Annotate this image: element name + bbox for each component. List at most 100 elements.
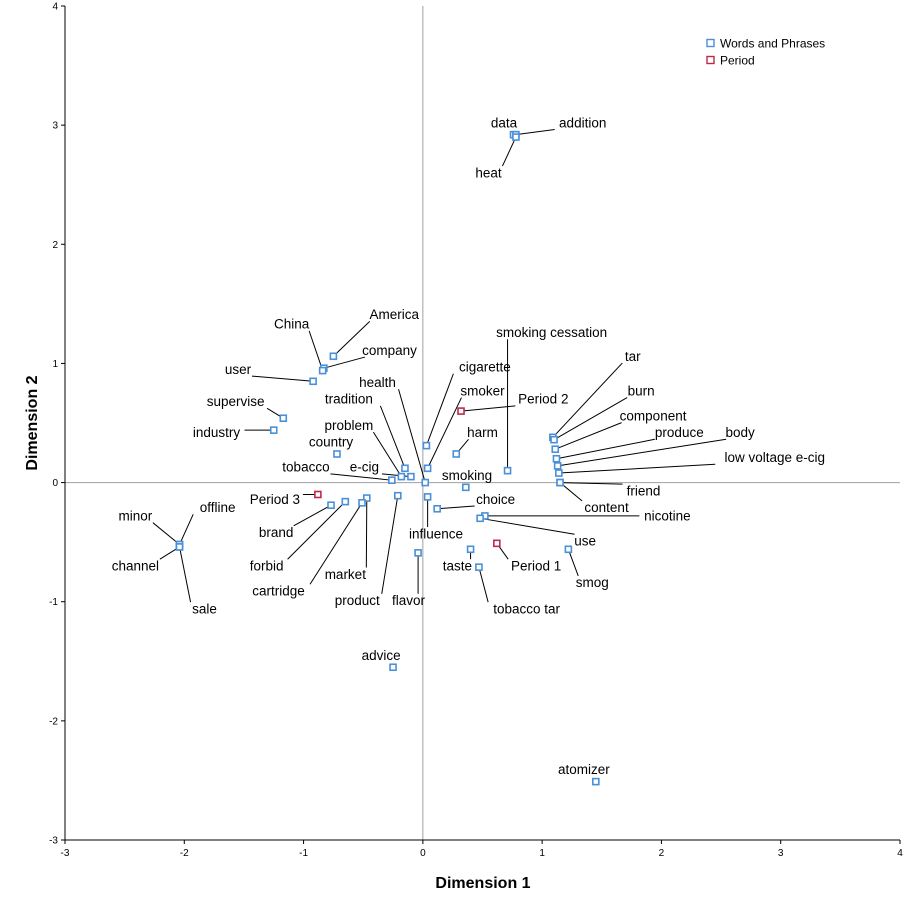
leader-line-body [557,438,727,467]
point-label-cartridge: cartridge [252,583,305,598]
marker-user [309,377,317,386]
leader-line-china [308,330,324,371]
point-label-china: China [274,317,310,332]
point-label-period-2: Period 2 [518,392,568,407]
marker-flavor [414,549,422,557]
x-tick-label: -2 [180,848,189,859]
point-label-taste: taste [443,558,472,573]
point-label-nicotine: nicotine [644,508,691,523]
marker-smoker [423,464,432,473]
leader-line-company [323,356,366,369]
marker-use [476,514,484,523]
point-label-content: content [584,500,629,515]
marker-produce [552,454,561,463]
point-label-offline: offline [200,500,236,515]
leader-line-smoker [427,397,462,469]
point-label-atomizer: atomizer [558,762,610,777]
leader-line-cartridge [309,502,363,585]
point-label-smoking: smoking [442,468,492,483]
leader-line-health [398,389,426,483]
leader-line-tar [552,362,623,438]
leader-line-burn [553,397,628,441]
plot-frame-group [64,6,900,841]
x-tick-label: 2 [659,848,665,859]
point-label-smog: smog [576,575,609,590]
ticks-group: -3 -2 -1 0 1 2 3 4 -3 -2 -1 0 1 2 3 4 [49,2,903,860]
y-tick-label: -3 [49,836,58,847]
marker-sale [175,543,184,551]
marker-smoking-cessation [503,466,512,475]
leader-line-use [480,517,575,535]
point-label-heat: heat [475,165,502,180]
point-label-america: America [369,307,419,322]
marker-america [329,352,338,361]
point-label-brand: brand [259,525,294,540]
y-tick-label: 3 [52,121,58,132]
x-tick-label: -3 [61,848,70,859]
leader-line-component [555,422,622,450]
x-tick-label: 1 [539,848,545,859]
point-label-health: health [359,375,396,390]
leader-line-low-voltage-e-cig [558,463,716,474]
marker-choice [433,504,441,513]
point-label-harm: harm [467,425,498,440]
point-label-market: market [325,567,367,582]
leader-line-product [381,495,399,594]
x-tick-label: -1 [299,848,308,859]
leader-lines-group [152,129,727,603]
leader-line-produce [556,438,655,460]
leader-line-tradition [379,405,406,469]
y-tick-label: 0 [52,478,58,489]
x-tick-label: 4 [897,848,903,859]
leader-line-choice [437,505,475,510]
marker-period-3 [314,490,322,499]
x-tick-label: 3 [778,848,784,859]
marker-supervise [279,414,288,423]
marker-tradition [401,464,409,473]
point-label-company: company [362,343,417,358]
point-label-user: user [225,362,252,377]
leader-line-brand [293,504,332,527]
point-label-cigarette: cigarette [459,360,511,375]
leader-line-forbid [287,501,346,560]
marker-burn [550,435,558,444]
reference-lines-group [65,6,900,840]
point-label-channel: channel [112,558,159,573]
leader-line-period-2 [460,405,516,412]
point-label-advice: advice [362,648,401,663]
x-tick-label: 0 [420,848,426,859]
point-label-tobacco-tar: tobacco tar [493,601,560,616]
marker-tobacco [388,476,396,484]
legend-swatch-words-and-phrases [706,38,715,48]
x-axis-title: Dimension 1 [435,875,530,892]
legend-label-period: Period [720,54,755,68]
marker-brand [327,501,335,510]
point-label-supervise: supervise [207,394,265,409]
marker-content [556,478,564,487]
marker-component [551,445,560,454]
y-tick-label: 1 [52,359,58,370]
y-tick-label: 2 [52,240,58,251]
marker-low-voltage-e-cig [555,469,563,477]
point-label-industry: industry [193,425,241,440]
point-label-low-voltage-e-cig: low voltage e-cig [724,450,825,465]
point-label-burn: burn [628,383,655,398]
marker-market [362,494,371,502]
leader-line-heat [502,136,517,167]
marker-period-2 [457,407,465,415]
point-label-tradition: tradition [325,392,373,407]
point-label-tar: tar [625,349,641,364]
y-axis-title: Dimension 2 [24,375,41,470]
point-label-data: data [491,115,518,130]
y-tick-label: -1 [49,597,58,608]
legend: Words and Phrases Period [706,37,825,68]
point-label-e-cig: e-cig [350,460,379,475]
point-label-smoking-cessation: smoking cessation [496,325,607,340]
point-label-component: component [620,408,687,423]
marker-e-cig [407,472,415,481]
marker-heat [512,133,520,141]
point-label-friend: friend [627,483,661,498]
marker-industry [269,426,278,434]
marker-cigarette [422,441,431,450]
point-label-addition: addition [559,115,606,130]
